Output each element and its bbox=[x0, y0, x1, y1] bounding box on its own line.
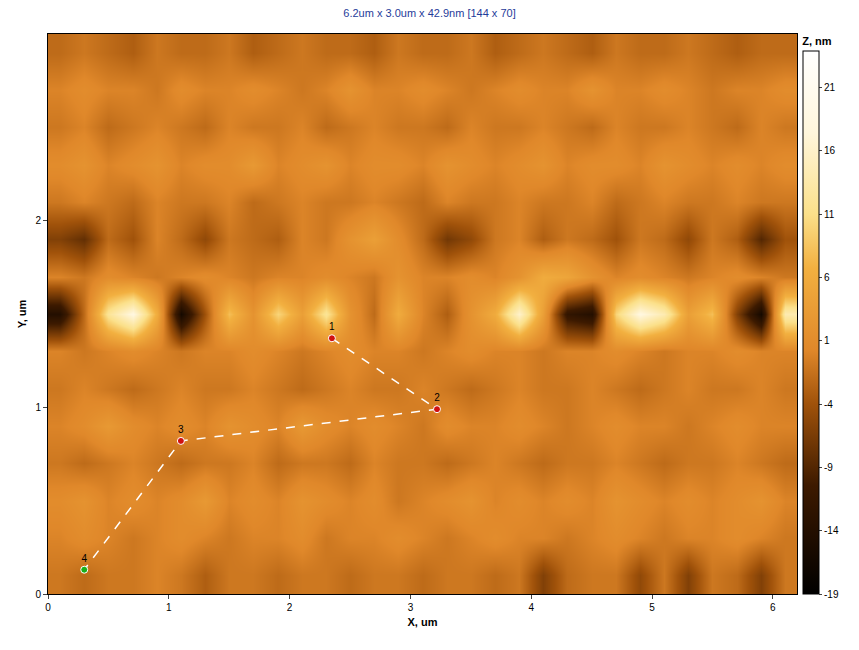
svg-text:6.2um x 3.0um x 42.9nm [144 x: 6.2um x 3.0um x 42.9nm [144 x 70] bbox=[343, 7, 515, 19]
svg-text:X, um: X, um bbox=[408, 616, 438, 628]
svg-text:2: 2 bbox=[35, 215, 41, 226]
svg-text:6: 6 bbox=[770, 602, 776, 613]
svg-text:1: 1 bbox=[329, 321, 335, 332]
svg-text:-4: -4 bbox=[824, 399, 833, 410]
svg-text:3: 3 bbox=[178, 424, 184, 435]
svg-text:-19: -19 bbox=[824, 589, 839, 600]
svg-text:3: 3 bbox=[408, 602, 414, 613]
svg-text:2: 2 bbox=[287, 602, 293, 613]
svg-text:21: 21 bbox=[824, 82, 836, 93]
svg-text:0: 0 bbox=[45, 602, 51, 613]
svg-text:2: 2 bbox=[434, 392, 440, 403]
svg-text:Z, nm: Z, nm bbox=[802, 35, 832, 47]
svg-text:11: 11 bbox=[824, 209, 835, 220]
svg-text:Y, um: Y, um bbox=[16, 299, 28, 328]
svg-text:5: 5 bbox=[649, 602, 655, 613]
svg-text:0: 0 bbox=[35, 589, 41, 600]
svg-text:1: 1 bbox=[35, 402, 41, 413]
svg-text:1: 1 bbox=[824, 335, 830, 346]
svg-text:16: 16 bbox=[824, 145, 836, 156]
svg-text:4: 4 bbox=[528, 602, 534, 613]
svg-text:-14: -14 bbox=[824, 525, 839, 536]
svg-text:6: 6 bbox=[824, 272, 830, 283]
svg-text:4: 4 bbox=[81, 553, 87, 564]
svg-text:-9: -9 bbox=[824, 462, 833, 473]
svg-text:1: 1 bbox=[166, 602, 172, 613]
